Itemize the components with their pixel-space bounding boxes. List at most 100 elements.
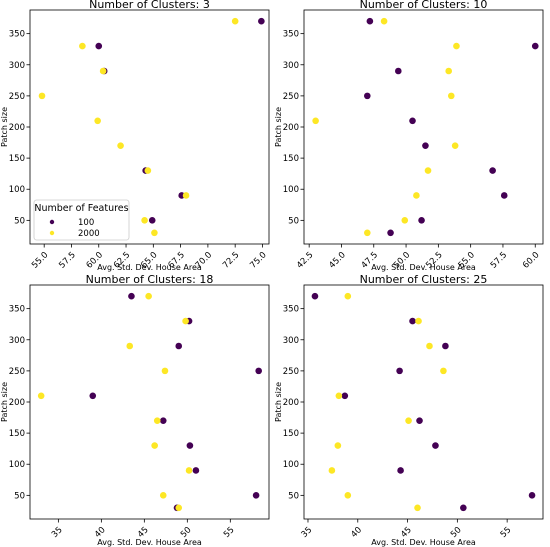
data-point-2000 — [413, 192, 420, 199]
y-tick-label: 150 — [283, 154, 299, 164]
x-tick-label: 72.5 — [221, 250, 241, 270]
y-tick-label: 50 — [288, 491, 299, 501]
y-tick-label: 150 — [9, 429, 25, 439]
data-point-2000 — [445, 67, 452, 75]
x-tick-label: 42.5 — [295, 250, 315, 270]
data-point-100 — [460, 504, 467, 512]
data-point-2000 — [328, 467, 336, 474]
data-point-2000 — [159, 492, 167, 499]
y-tick-label: 100 — [283, 185, 299, 195]
data-point-100 — [175, 342, 183, 350]
data-point-2000 — [344, 292, 352, 300]
data-point-100 — [364, 92, 371, 100]
x-tick-label: 55 — [222, 525, 237, 540]
y-tick-label: 150 — [9, 154, 25, 164]
legend-box — [33, 199, 130, 241]
data-point-2000 — [94, 117, 101, 125]
data-point-2000 — [151, 229, 158, 237]
x-tick-label: 60.0 — [521, 250, 541, 270]
x-tick-label: 57.5 — [57, 250, 77, 270]
data-point-2000 — [364, 229, 371, 237]
data-point-2000 — [182, 192, 190, 199]
data-point-100 — [409, 117, 416, 125]
y-tick-label: 350 — [9, 30, 25, 40]
y-axis-label: Patch size — [274, 382, 283, 422]
x-axis-label: Avg. Std. Dev. House Area — [371, 538, 476, 547]
data-point-100 — [252, 492, 260, 499]
data-point-2000 — [153, 417, 161, 424]
y-tick-label: 50 — [14, 216, 25, 226]
chart-title: Number of Clusters: 3 — [89, 0, 210, 11]
x-axis-label: Avg. Std. Dev. House Area — [371, 263, 476, 272]
data-point-2000 — [380, 17, 388, 25]
data-point-100 — [416, 417, 423, 424]
data-point-100 — [159, 417, 167, 424]
data-point-2000 — [405, 417, 412, 424]
data-point-2000 — [99, 67, 107, 75]
data-point-100 — [341, 392, 349, 400]
legend-marker-100 — [49, 219, 55, 225]
y-tick-label: 150 — [283, 429, 299, 439]
data-point-100 — [186, 442, 194, 449]
data-point-2000 — [451, 142, 459, 149]
data-point-2000 — [426, 342, 433, 350]
data-point-100 — [442, 342, 449, 350]
data-point-100 — [422, 142, 429, 149]
plot-frame — [29, 284, 270, 520]
data-point-100 — [396, 367, 403, 375]
scatter-panel-3: Number of Clusters: 18 50 100 150 200 250 300 3… — [0, 273, 270, 547]
data-point-2000 — [334, 442, 342, 449]
y-tick-label: 300 — [283, 61, 299, 71]
data-point-2000 — [453, 42, 460, 50]
data-point-2000 — [344, 492, 352, 499]
data-point-2000 — [175, 504, 183, 512]
data-point-100 — [258, 17, 265, 25]
data-point-2000 — [79, 42, 86, 50]
data-point-2000 — [145, 292, 152, 300]
data-point-100 — [387, 229, 394, 237]
data-point-100 — [95, 42, 103, 50]
data-point-100 — [432, 442, 439, 449]
data-point-100 — [397, 467, 404, 474]
data-point-2000 — [126, 342, 134, 350]
data-point-2000 — [312, 117, 319, 125]
legend-title: Number of Features — [34, 203, 128, 214]
y-tick-label: 50 — [14, 491, 25, 501]
data-point-2000 — [38, 92, 46, 100]
data-point-2000 — [151, 442, 158, 449]
legend-label-100: 100 — [78, 218, 94, 228]
data-point-100 — [418, 217, 425, 224]
data-point-100 — [528, 492, 536, 499]
x-tick-label: 35 — [50, 525, 65, 540]
data-point-2000 — [415, 317, 422, 325]
y-tick-label: 100 — [283, 460, 299, 470]
data-point-100 — [409, 317, 416, 325]
data-point-2000 — [231, 17, 239, 25]
y-axis-label: Patch size — [274, 107, 283, 147]
data-point-100 — [395, 67, 402, 75]
y-tick-label: 250 — [9, 367, 25, 377]
data-point-2000 — [401, 217, 409, 224]
data-point-2000 — [414, 504, 421, 512]
data-point-100 — [500, 192, 508, 199]
data-point-2000 — [185, 467, 193, 474]
x-tick-label: 40 — [349, 525, 364, 540]
data-point-2000 — [335, 392, 343, 400]
x-axis-label: Avg. Std. Dev. House Area — [97, 538, 202, 547]
x-tick-label: 75.0 — [248, 250, 268, 270]
y-tick-label: 300 — [283, 336, 299, 346]
y-axis-label: Patch size — [0, 107, 9, 147]
plot-frame — [303, 284, 544, 520]
data-point-2000 — [37, 392, 45, 400]
chart-title: Number of Clusters: 18 — [86, 273, 214, 286]
scatter-panel-4: Number of Clusters: 25 50 100 150 200 250 300 3… — [274, 273, 544, 547]
data-point-100 — [366, 17, 374, 25]
y-tick-label: 200 — [283, 123, 299, 133]
y-tick-label: 100 — [9, 185, 25, 195]
plot-frame — [29, 9, 270, 245]
y-tick-label: 50 — [288, 216, 299, 226]
data-point-2000 — [440, 367, 447, 375]
x-tick-label: 57.5 — [489, 250, 509, 270]
